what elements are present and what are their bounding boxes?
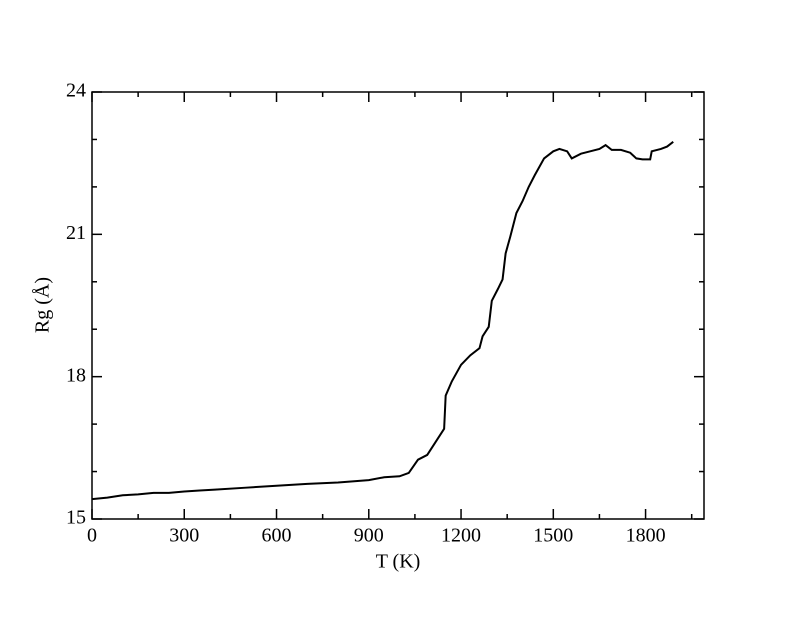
y-axis-label: Rg (Å) [32, 277, 54, 333]
x-tick-label: 1500 [533, 525, 573, 547]
x-tick-label: 600 [262, 525, 292, 547]
x-axis-label: T (K) [376, 551, 421, 573]
y-tick-label: 18 [66, 364, 86, 386]
y-tick-label: 24 [66, 80, 86, 102]
y-tick-label: 21 [66, 222, 86, 244]
x-tick-label: 0 [87, 525, 97, 547]
x-tick-label: 1800 [626, 525, 666, 547]
data-line [91, 141, 674, 501]
y-tick-label: 15 [66, 507, 86, 529]
plot-frame [91, 91, 705, 520]
x-tick-label: 1200 [441, 525, 481, 547]
x-tick-label: 900 [354, 525, 384, 547]
x-tick-label: 300 [169, 525, 199, 547]
